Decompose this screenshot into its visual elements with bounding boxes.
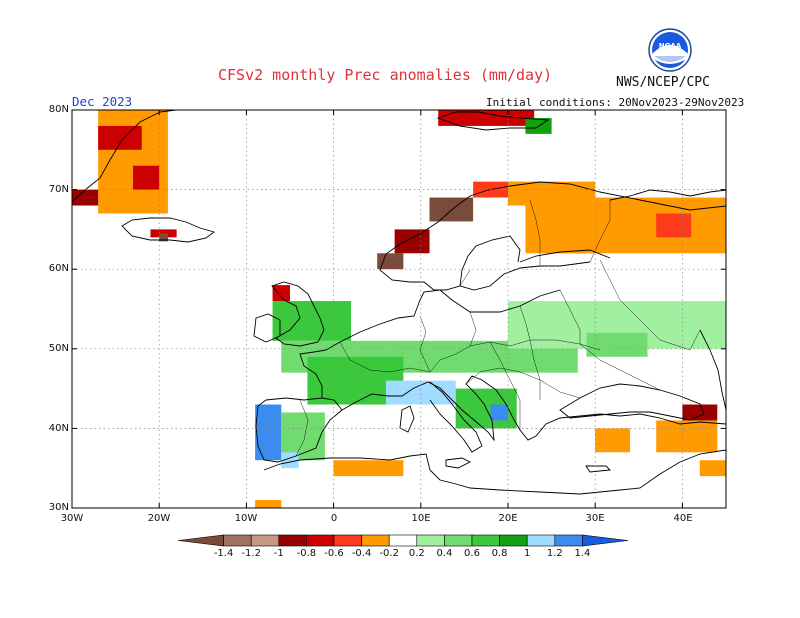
colorbar-label: -0.8 <box>296 548 317 559</box>
colorbar-label: -0.4 <box>351 548 372 559</box>
colorbar-label: -1.4 <box>213 548 234 559</box>
initial-conditions: Initial conditions: 20Nov2023-29Nov2023 <box>486 96 745 109</box>
anomaly-cell <box>699 460 726 477</box>
colorbar-label: 1 <box>524 548 531 559</box>
anomaly-cell <box>682 404 718 421</box>
anomaly-cell <box>377 253 404 270</box>
anomaly-cell <box>133 165 160 190</box>
lon-label: 20E <box>498 513 518 524</box>
colorbar-label: -1 <box>273 548 284 559</box>
lon-label: 30E <box>585 513 605 524</box>
colorbar-label: 0.2 <box>408 548 425 559</box>
lat-lon-grid <box>72 110 726 508</box>
colorbar-label: -0.6 <box>324 548 344 559</box>
noaa-logo-icon: NOAA <box>648 28 692 72</box>
anomaly-cell <box>656 213 692 238</box>
forecast-month: Dec 2023 <box>72 94 133 109</box>
axis-ticks <box>71 109 726 509</box>
anomaly-cell <box>159 233 168 242</box>
lat-label: 80N <box>48 104 69 115</box>
anomaly-cell <box>272 301 352 341</box>
colorbar-label: -1.2 <box>241 548 261 559</box>
lon-label: 30W <box>60 513 84 524</box>
colorbar-label: 0.8 <box>491 548 508 559</box>
lon-label: 0 <box>330 513 338 524</box>
map-frame <box>71 109 727 509</box>
anomaly-cells <box>72 110 726 508</box>
country-borders <box>295 199 701 457</box>
svg-text:NOAA: NOAA <box>659 42 682 50</box>
anomaly-cell <box>429 197 474 222</box>
lat-label: 70N <box>48 184 69 195</box>
map-title: CFSv2 monthly Prec anomalies (mm/day) <box>218 66 553 84</box>
anomaly-cell <box>586 332 648 357</box>
colorbar-label: -0.2 <box>379 548 399 559</box>
agency-label: NWS/NCEP/CPC <box>616 75 710 90</box>
anomaly-cell <box>255 404 282 461</box>
anomaly-cell <box>394 229 430 254</box>
lat-label: 30N <box>48 502 69 513</box>
anomaly-cell <box>272 285 290 302</box>
anomaly-cell <box>656 420 718 453</box>
anomaly-cell <box>333 460 404 477</box>
anomaly-cell <box>385 380 456 405</box>
colorbar-label: 1.2 <box>546 548 563 559</box>
lat-label: 50N <box>48 343 69 354</box>
lat-label: 60N <box>48 263 69 274</box>
lon-label: 40E <box>673 513 693 524</box>
lon-label: 20W <box>147 513 171 524</box>
anomaly-cell <box>98 125 142 150</box>
anomaly-cell <box>525 197 726 254</box>
anomaly-cell <box>72 189 99 206</box>
coastlines <box>71 109 727 495</box>
lon-label: 10E <box>411 513 431 524</box>
anomaly-cell <box>490 404 508 421</box>
colorbar-label: 0.4 <box>436 548 453 559</box>
colorbar-label: 0.6 <box>464 548 480 559</box>
lon-label: 10W <box>234 513 258 524</box>
colorbar-label: 1.4 <box>574 548 591 559</box>
anomaly-cell <box>438 110 535 126</box>
anomaly-cell <box>595 428 631 453</box>
anomaly-cell <box>255 500 282 508</box>
lat-label: 40N <box>48 423 69 434</box>
